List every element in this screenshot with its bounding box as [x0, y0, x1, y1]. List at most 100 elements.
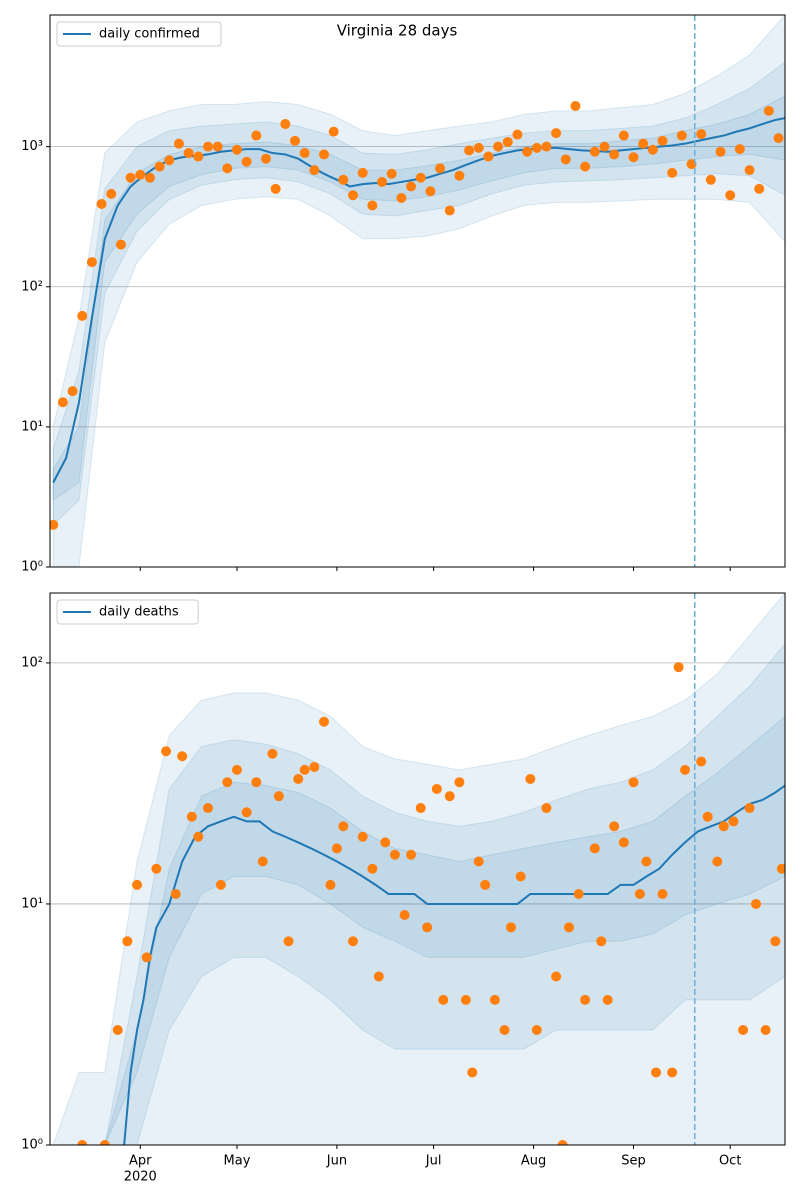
data-point — [738, 1024, 749, 1035]
data-point — [377, 176, 388, 187]
data-point — [280, 119, 291, 130]
data-point — [531, 142, 542, 153]
data-point — [667, 1067, 678, 1078]
data-point — [657, 888, 668, 899]
data-point — [531, 1024, 542, 1035]
data-point — [299, 764, 310, 775]
data-point — [112, 1024, 123, 1035]
data-point — [483, 151, 494, 162]
uncertainty-band — [53, 715, 785, 1145]
data-point — [396, 193, 407, 204]
data-point — [422, 922, 433, 933]
data-point — [106, 188, 117, 199]
data-point — [319, 149, 330, 160]
data-point — [609, 821, 620, 832]
x-tick-label: May — [224, 1154, 251, 1169]
data-point — [202, 141, 213, 152]
data-point — [193, 151, 204, 162]
y-tick-label: 10² — [21, 655, 43, 670]
data-point — [667, 167, 678, 178]
data-point — [86, 257, 97, 268]
data-point — [444, 791, 455, 802]
data-point — [122, 936, 133, 947]
data-point — [596, 936, 607, 947]
data-point — [502, 136, 513, 147]
data-point — [50, 519, 59, 530]
data-point — [186, 811, 197, 822]
data-point — [776, 863, 785, 874]
data-point — [399, 909, 410, 920]
data-point — [367, 200, 378, 211]
data-point — [231, 144, 242, 155]
uncertainty-band — [52, 593, 785, 1145]
data-point — [67, 386, 78, 397]
data-point — [290, 135, 300, 146]
data-point — [541, 803, 552, 814]
data-point — [712, 856, 723, 867]
data-point — [473, 856, 484, 867]
data-point — [541, 141, 552, 152]
data-point — [557, 1140, 568, 1145]
data-point — [651, 1067, 662, 1078]
data-point — [183, 148, 194, 159]
data-point — [454, 777, 465, 788]
legend-box — [56, 599, 199, 625]
data-point — [734, 144, 745, 155]
data-point — [480, 879, 491, 890]
data-point — [115, 239, 126, 250]
data-point — [551, 971, 562, 982]
data-point — [415, 803, 426, 814]
y-tick-label: 10² — [21, 279, 43, 294]
data-point — [151, 863, 162, 874]
data-point — [589, 146, 600, 157]
data-point — [309, 761, 320, 772]
data-point — [406, 849, 417, 860]
y-tick-label: 10⁰ — [21, 1138, 43, 1153]
x-tick-label: Apr — [129, 1154, 152, 1169]
data-point — [728, 816, 739, 827]
data-point — [99, 1140, 110, 1145]
data-point — [580, 994, 591, 1005]
data-point — [673, 662, 684, 673]
data-point — [464, 145, 475, 156]
data-point — [680, 764, 691, 775]
data-point — [348, 936, 359, 947]
data-point — [570, 101, 581, 112]
data-point — [744, 165, 755, 176]
data-point — [222, 777, 233, 788]
data-point — [467, 1067, 478, 1078]
series-line — [123, 784, 785, 1145]
data-point — [602, 994, 613, 1005]
data-point — [505, 922, 516, 933]
data-point — [647, 144, 658, 155]
x-tick-label: Sep — [621, 1154, 646, 1169]
data-point — [260, 153, 271, 164]
data-point — [454, 170, 465, 181]
x-tick-label: Aug — [521, 1154, 546, 1169]
data-point — [170, 888, 181, 899]
data-point — [357, 167, 368, 178]
data-point — [125, 172, 136, 183]
data-point — [431, 783, 442, 794]
data-point — [273, 791, 284, 802]
legend-box — [56, 21, 222, 47]
y-tick-label: 10⁰ — [21, 560, 43, 575]
data-point — [299, 148, 310, 159]
data-point — [135, 169, 146, 180]
data-point — [618, 837, 629, 848]
panel: 10⁰ 10¹ 10² 10³ daily confirmed — [21, 14, 786, 575]
data-point — [164, 155, 175, 166]
data-point — [696, 756, 707, 767]
data-point — [251, 130, 262, 141]
axes-frame — [49, 592, 786, 1146]
data-point — [425, 186, 436, 197]
data-point — [348, 190, 359, 201]
data-point — [438, 994, 449, 1005]
data-point — [338, 821, 349, 832]
data-point — [628, 777, 639, 788]
data-point — [373, 971, 384, 982]
data-point — [770, 936, 781, 947]
data-point — [512, 129, 523, 140]
